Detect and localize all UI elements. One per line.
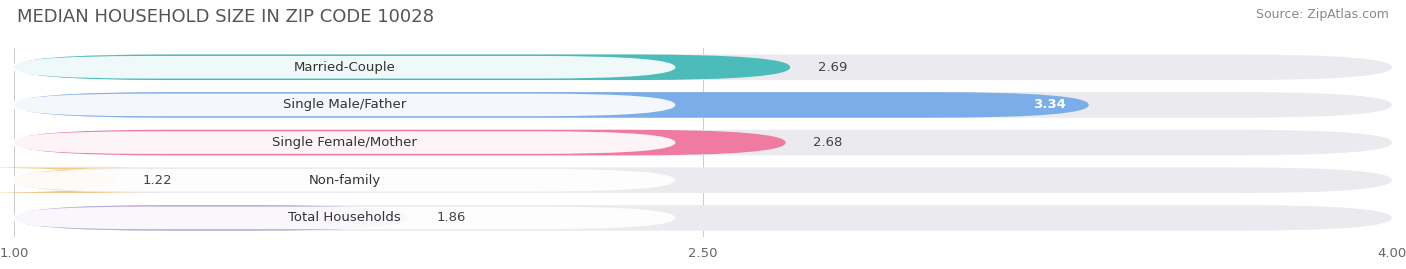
Text: MEDIAN HOUSEHOLD SIZE IN ZIP CODE 10028: MEDIAN HOUSEHOLD SIZE IN ZIP CODE 10028 xyxy=(17,8,434,26)
Text: 1.22: 1.22 xyxy=(142,174,173,187)
FancyBboxPatch shape xyxy=(14,130,1392,155)
FancyBboxPatch shape xyxy=(14,205,409,231)
FancyBboxPatch shape xyxy=(14,167,1392,193)
Text: 2.68: 2.68 xyxy=(813,136,842,149)
FancyBboxPatch shape xyxy=(14,92,1088,118)
FancyBboxPatch shape xyxy=(14,54,790,80)
Text: 3.34: 3.34 xyxy=(1033,98,1066,111)
Text: Source: ZipAtlas.com: Source: ZipAtlas.com xyxy=(1256,8,1389,21)
FancyBboxPatch shape xyxy=(14,130,786,155)
Text: Total Households: Total Households xyxy=(288,211,401,224)
FancyBboxPatch shape xyxy=(10,207,675,229)
FancyBboxPatch shape xyxy=(14,92,1392,118)
FancyBboxPatch shape xyxy=(10,56,675,79)
FancyBboxPatch shape xyxy=(0,167,170,193)
Text: 2.69: 2.69 xyxy=(818,61,848,74)
Text: Single Female/Mother: Single Female/Mother xyxy=(273,136,418,149)
Text: Non-family: Non-family xyxy=(309,174,381,187)
FancyBboxPatch shape xyxy=(14,54,1392,80)
Text: Single Male/Father: Single Male/Father xyxy=(283,98,406,111)
FancyBboxPatch shape xyxy=(10,94,675,116)
FancyBboxPatch shape xyxy=(10,169,675,192)
Text: Married-Couple: Married-Couple xyxy=(294,61,395,74)
Text: 1.86: 1.86 xyxy=(437,211,465,224)
FancyBboxPatch shape xyxy=(10,131,675,154)
FancyBboxPatch shape xyxy=(14,205,1392,231)
